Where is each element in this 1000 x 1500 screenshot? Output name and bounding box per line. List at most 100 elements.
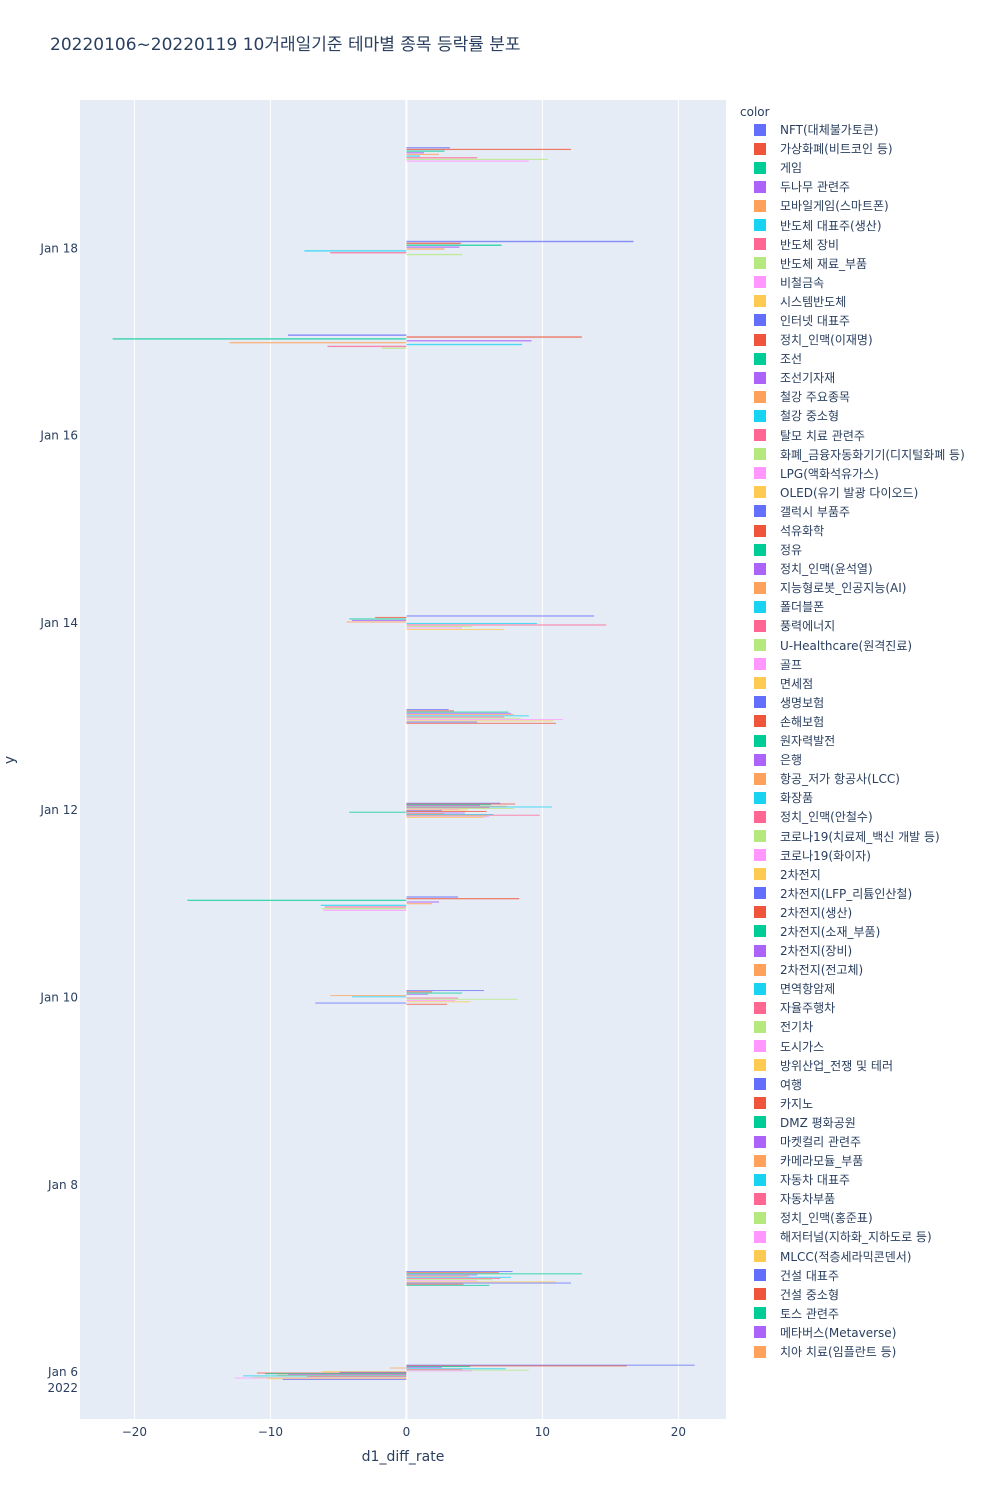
legend-item[interactable]: 항공_저가 항공사(LCC) <box>740 769 965 788</box>
bar <box>406 615 595 617</box>
bar <box>406 901 440 903</box>
legend-item[interactable]: 2차전지(LFP_리튬인산철) <box>740 884 965 903</box>
legend-swatch <box>754 1078 766 1091</box>
legend-item[interactable]: 화장품 <box>740 788 965 807</box>
bar <box>406 992 463 994</box>
legend-item[interactable]: 면역항암제 <box>740 979 965 998</box>
legend-label: 철강 주요종목 <box>780 390 851 405</box>
bar <box>406 990 484 992</box>
bar <box>406 808 460 810</box>
legend-item[interactable]: 2차전지(생산) <box>740 903 965 922</box>
legend-item[interactable]: 화폐_금융자동화기기(디지털화폐 등) <box>740 445 965 464</box>
bar <box>406 1364 695 1366</box>
legend-item[interactable]: 자동차부품 <box>740 1189 965 1208</box>
legend-item[interactable]: 철강 주요종목 <box>740 387 965 406</box>
legend-item[interactable]: 여행 <box>740 1075 965 1094</box>
legend-item[interactable]: 전기차 <box>740 1017 965 1036</box>
legend-item[interactable]: 카메라모듈_부품 <box>740 1151 965 1170</box>
legend-item[interactable]: 마켓컬리 관련주 <box>740 1132 965 1151</box>
legend-item[interactable]: 정유 <box>740 540 965 559</box>
legend-item[interactable]: 철강 중소형 <box>740 406 965 425</box>
legend-label: 지능형로봇_인공지능(AI) <box>780 581 907 596</box>
legend-item[interactable]: 인터넷 대표주 <box>740 311 965 330</box>
legend-item[interactable]: NFT(대체불가토큰) <box>740 120 965 139</box>
legend-item[interactable]: 코로나19(치료제_백신 개발 등) <box>740 826 965 845</box>
legend-item[interactable]: MLCC(적층세라믹콘덴서) <box>740 1247 965 1266</box>
legend-item[interactable]: 정치_인맥(안철수) <box>740 807 965 826</box>
legend-item[interactable]: 2차전지(전고체) <box>740 960 965 979</box>
legend-label: NFT(대체불가토큰) <box>780 123 879 138</box>
bar <box>406 622 537 625</box>
legend-item[interactable]: 탈모 치료 관련주 <box>740 426 965 445</box>
legend-item[interactable]: LPG(액화석유가스) <box>740 464 965 483</box>
legend-item[interactable]: 게임 <box>740 158 965 177</box>
legend-swatch <box>754 639 766 652</box>
legend-item[interactable]: 2차전지 <box>740 865 965 884</box>
legend-swatch <box>754 1001 766 1014</box>
legend-swatch <box>754 123 766 136</box>
legend-label: 도시가스 <box>780 1039 825 1054</box>
bar <box>406 809 468 811</box>
bar <box>406 711 509 713</box>
legend-item[interactable]: 건설 대표주 <box>740 1266 965 1285</box>
legend-item[interactable]: 지능형로봇_인공지능(AI) <box>740 578 965 597</box>
legend-item[interactable]: 모바일게임(스마트폰) <box>740 196 965 215</box>
legend-item[interactable]: 반도체 장비 <box>740 235 965 254</box>
legend-item[interactable]: 풍력에너지 <box>740 616 965 635</box>
legend-swatch <box>754 963 766 976</box>
legend-item[interactable]: U-Healthcare(원격진료) <box>740 636 965 655</box>
y-tick-label: Jan 10 <box>39 991 78 1005</box>
bar <box>406 991 433 993</box>
bar <box>406 1271 513 1273</box>
legend-item[interactable]: 자율주행차 <box>740 998 965 1017</box>
bar <box>406 813 445 815</box>
bar <box>406 998 518 1000</box>
legend-item[interactable]: 정치_인맥(이재명) <box>740 330 965 349</box>
legend-item[interactable]: 반도체 재료_부품 <box>740 254 965 273</box>
legend-item[interactable]: 조선 <box>740 349 965 368</box>
legend-swatch <box>754 830 766 843</box>
bar <box>406 628 505 631</box>
legend-item[interactable]: 치아 치료(임플란트 등) <box>740 1342 965 1361</box>
legend-item[interactable]: 원자력발전 <box>740 731 965 750</box>
legend-item[interactable]: 폴더블폰 <box>740 597 965 616</box>
legend-item[interactable]: 메타버스(Metaverse) <box>740 1323 965 1342</box>
legend-label: 2차전지(전고체) <box>780 963 864 978</box>
legend-item[interactable]: 갤럭시 부품주 <box>740 502 965 521</box>
legend-item[interactable]: 손해보험 <box>740 712 965 731</box>
legend-item[interactable]: 비철금속 <box>740 273 965 292</box>
bar <box>322 908 407 910</box>
legend-item[interactable]: 정치_인맥(윤석열) <box>740 559 965 578</box>
bar <box>406 1366 442 1368</box>
legend-item[interactable]: 가상화폐(비트코인 등) <box>740 139 965 158</box>
legend-item[interactable]: 정치_인맥(홍준표) <box>740 1208 965 1227</box>
legend-item[interactable]: 자동차 대표주 <box>740 1170 965 1189</box>
legend-label: 정치_인맥(홍준표) <box>780 1211 873 1226</box>
legend-item[interactable]: 카지노 <box>740 1094 965 1113</box>
legend-item[interactable]: 2차전지(소재_부품) <box>740 922 965 941</box>
legend-item[interactable]: 면세점 <box>740 674 965 693</box>
x-axis-title: d1_diff_rate <box>362 1449 445 1465</box>
y-tick-label: Jan 18 <box>39 241 78 255</box>
legend-item[interactable]: 시스템반도체 <box>740 292 965 311</box>
legend-item[interactable]: 생명보험 <box>740 693 965 712</box>
legend-item[interactable]: 방위산업_전쟁 및 테러 <box>740 1056 965 1075</box>
y-tick-label: Jan 16 <box>39 429 78 443</box>
legend-item[interactable]: 두나무 관련주 <box>740 177 965 196</box>
legend-item[interactable]: OLED(유기 발광 다이오드) <box>740 483 965 502</box>
legend-item[interactable]: DMZ 평화공원 <box>740 1113 965 1132</box>
legend-swatch <box>754 1288 766 1301</box>
legend-item[interactable]: 도시가스 <box>740 1037 965 1056</box>
legend-item[interactable]: 은행 <box>740 750 965 769</box>
chart-title: 20220106~20220119 10거래일기준 테마별 종목 등락률 분포 <box>50 35 521 55</box>
bar <box>406 340 532 342</box>
legend-item[interactable]: 해저터널(지하화_지하도로 등) <box>740 1227 965 1246</box>
legend-item[interactable]: 토스 관련주 <box>740 1304 965 1323</box>
legend-item[interactable]: 코로나19(화이자) <box>740 846 965 865</box>
legend-item[interactable]: 반도체 대표주(생산) <box>740 215 965 234</box>
legend-item[interactable]: 건설 중소형 <box>740 1285 965 1304</box>
legend-item[interactable]: 석유화학 <box>740 521 965 540</box>
legend-item[interactable]: 조선기자재 <box>740 368 965 387</box>
legend-item[interactable]: 골프 <box>740 655 965 674</box>
legend-item[interactable]: 2차전지(장비) <box>740 941 965 960</box>
